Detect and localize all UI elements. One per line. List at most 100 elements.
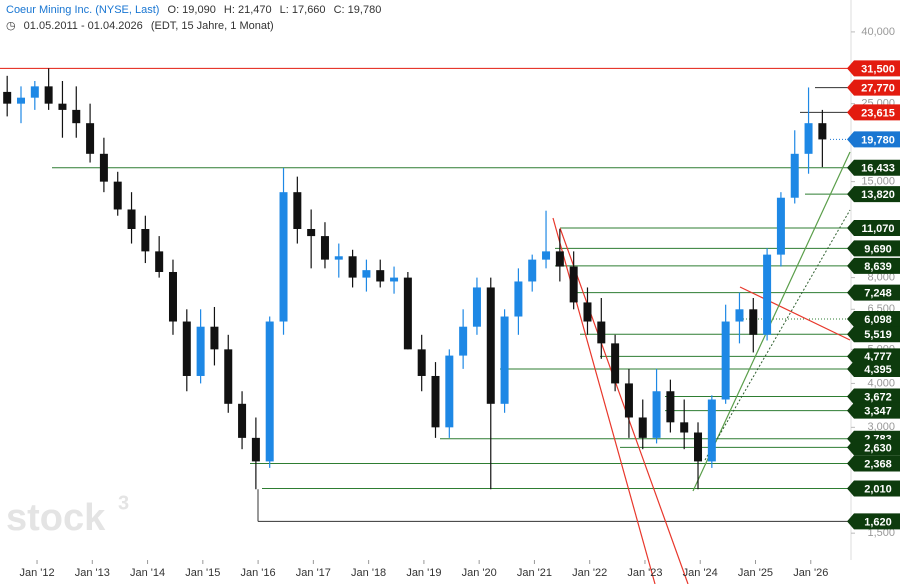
ohlc: H: 21,470 [223, 4, 272, 16]
x-tick-label: Jan '17 [296, 567, 331, 579]
level-label: 2,010 [864, 483, 892, 495]
candle-body [583, 302, 592, 322]
level-label: 2,630 [864, 442, 892, 454]
level-label: 16,433 [861, 163, 895, 175]
candle-body [542, 251, 551, 260]
date-range: 01.05.2011 - 01.04.2026 [23, 20, 143, 32]
level-badge [847, 480, 900, 497]
candle-body [749, 309, 758, 335]
candle-body [514, 281, 523, 317]
candle-body [417, 349, 426, 376]
level-badge [847, 60, 900, 77]
candle-body [735, 309, 744, 322]
level-label: 7,248 [864, 288, 892, 300]
candle-body [638, 417, 647, 438]
candle-body [694, 432, 703, 462]
level-badge [847, 79, 900, 96]
level-label: 23,615 [861, 107, 895, 119]
level-badge [847, 220, 900, 237]
candle-body [528, 259, 537, 282]
level-label: 19,780 [861, 134, 895, 146]
level-badge [847, 186, 900, 203]
watermark-sup: 3 [118, 492, 129, 514]
x-tick-label: Jan '22 [572, 567, 607, 579]
candle-body [182, 321, 191, 376]
y-tick-label: 1,500 [867, 527, 895, 539]
level-label: 3,672 [864, 391, 892, 403]
ohlc: O: 19,090 [167, 4, 216, 16]
candle-body [293, 192, 302, 229]
level-badge [847, 513, 900, 530]
candle-body [431, 375, 440, 428]
level-label: 4,777 [864, 351, 892, 363]
level-label: 11,070 [861, 223, 894, 235]
candle-body [624, 383, 633, 418]
candle-body [265, 321, 274, 462]
level-label: 9,690 [864, 243, 892, 255]
candle-body [390, 277, 399, 282]
level-badge [847, 240, 900, 257]
level-label: 6,098 [864, 314, 892, 326]
level-label: 5,519 [864, 329, 892, 341]
levels [0, 67, 851, 522]
candle-body [804, 123, 813, 154]
x-tick-label: Jan '14 [130, 567, 165, 579]
x-tick-label: Jan '24 [683, 567, 718, 579]
x-tick-label: Jan '19 [406, 567, 441, 579]
level-label: 13,820 [861, 189, 895, 201]
level-badge [847, 326, 900, 343]
x-tick-label: Jan '12 [19, 567, 54, 579]
ohlc: L: 17,660 [279, 4, 326, 16]
y-tick-label: 8,000 [867, 272, 895, 284]
candle-body [362, 270, 371, 278]
watermark: stock [6, 497, 106, 539]
x-tick-label: Jan '13 [75, 567, 110, 579]
level-badge [847, 131, 900, 148]
x-tick-label: Jan '23 [627, 567, 662, 579]
candle-body [320, 236, 329, 260]
candle-body [721, 321, 730, 400]
candle-body [86, 123, 95, 154]
level-badge [847, 311, 900, 328]
candle-body [58, 103, 67, 110]
candle-body [307, 228, 316, 237]
candle-body [666, 391, 675, 423]
candle-body [776, 197, 785, 255]
candle-body [155, 251, 164, 272]
x-tick-label: Jan '25 [738, 567, 773, 579]
candle-body [251, 437, 260, 462]
level-badge [847, 455, 900, 472]
candle-body [224, 349, 233, 404]
candle-body [597, 321, 606, 344]
candle-body [680, 422, 689, 433]
level-label: 4,395 [864, 364, 892, 376]
candle-body [472, 287, 481, 327]
trend-line [559, 227, 689, 584]
candle-body [17, 97, 26, 104]
header-line: Coeur Mining Inc. (NYSE, Last) O: 19,090… [6, 4, 386, 16]
candle-body [376, 270, 385, 282]
x-tick-label: Jan '20 [462, 567, 497, 579]
y-tick-label: 4,000 [867, 377, 895, 389]
candle-body [168, 271, 177, 322]
x-tick-label: Jan '16 [241, 567, 276, 579]
header-line: ◷ 01.05.2011 - 01.04.2026 (EDT, 15 Jahre… [6, 19, 279, 32]
trend-line [739, 286, 851, 341]
trend-line [704, 209, 851, 461]
x-tick-label: Jan '18 [351, 567, 386, 579]
instrument-name: Coeur Mining Inc. (NYSE, Last) [6, 4, 160, 16]
level-label: 3,347 [864, 406, 892, 418]
axes: Jan '12 Jan '13 Jan '14 Jan '15 Jan '16 Jan '… [19, 26, 900, 579]
x-tick-label: Jan '15 [185, 567, 220, 579]
candle-body [196, 326, 205, 376]
trend-line [692, 151, 851, 492]
y-tick-label: 40,000 [861, 26, 895, 38]
ohlc: C: 19,780 [333, 4, 382, 16]
level-label: 8,639 [864, 261, 892, 273]
candle-body [763, 254, 772, 335]
level-badge [847, 104, 900, 121]
candle-body [459, 326, 468, 356]
level-label: 2,368 [864, 458, 892, 470]
